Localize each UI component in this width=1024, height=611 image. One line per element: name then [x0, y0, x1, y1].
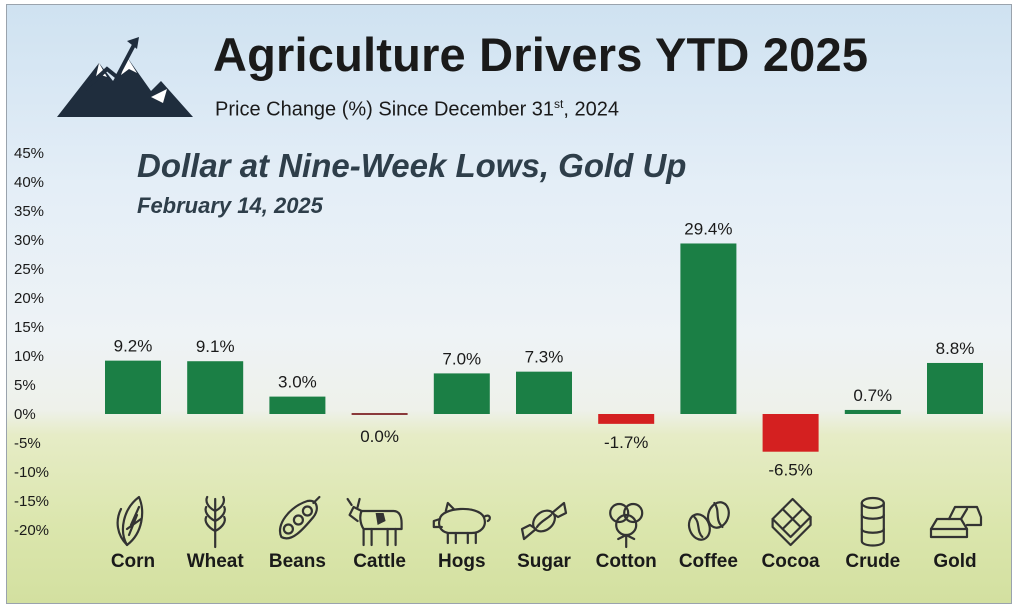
category-label-sugar: Sugar — [517, 551, 571, 572]
chart-subtitle: Price Change (%) Since December 31st, 20… — [215, 97, 619, 121]
bar-cattle — [351, 413, 408, 415]
y-tick-label: -5% — [14, 435, 41, 452]
chart-headline: Dollar at Nine-Week Lows, Gold Up — [137, 147, 687, 184]
data-label-cattle: 0.0% — [360, 427, 399, 446]
category-label-cotton: Cotton — [596, 551, 657, 572]
data-label-beans: 3.0% — [278, 373, 317, 392]
y-tick-label: 45% — [14, 145, 44, 162]
bar-crude — [844, 409, 901, 414]
gold-bars-icon — [929, 505, 983, 539]
data-label-sugar: 7.3% — [525, 348, 564, 367]
bar-wheat — [187, 361, 244, 414]
category-label-cattle: Cattle — [353, 551, 406, 572]
bar-coffee — [680, 243, 737, 414]
cocoa-icon — [771, 497, 812, 547]
y-tick-label: 40% — [14, 174, 44, 191]
y-axis: 45% 40% 35% 30% 25% 20% 15% 10% 5% 0% -5% -10% -15% -… — [14, 145, 49, 539]
cotton-icon — [609, 502, 644, 549]
data-label-corn: 9.2% — [114, 337, 153, 356]
bar-chart: 45% 40% 35% 30% 25% 20% 15% 10% 5% 0% -5% -10% -15% -… — [14, 145, 983, 572]
bar-beans — [269, 396, 326, 414]
data-labels: 9.2% 9.1% 3.0% 0.0% 7.0% 7.3% -1.7% 29.4% -6.5% 0… — [114, 219, 975, 479]
y-tick-label: -15% — [14, 493, 49, 510]
chart-frame: Agriculture Drivers YTD 2025 Price Chang… — [6, 4, 1012, 604]
mountain-logo-icon — [57, 37, 193, 117]
commodity-icons — [116, 495, 983, 549]
data-label-gold: 8.8% — [936, 339, 975, 358]
y-tick-label: 5% — [14, 377, 36, 394]
category-label-cocoa: Cocoa — [762, 551, 821, 572]
y-tick-label: -10% — [14, 464, 49, 481]
chart-date: February 14, 2025 — [137, 193, 323, 218]
data-label-cotton: -1.7% — [604, 433, 648, 452]
bar-sugar — [516, 371, 572, 414]
y-tick-label: 10% — [14, 348, 44, 365]
crude-barrel-icon — [860, 496, 885, 547]
y-tick-label: 15% — [14, 319, 44, 336]
bar-cotton — [598, 414, 655, 424]
wheat-icon — [204, 495, 226, 549]
category-label-beans: Beans — [269, 551, 326, 572]
corn-icon — [116, 495, 144, 547]
y-tick-label: 20% — [14, 290, 44, 307]
y-tick-label: 30% — [14, 232, 44, 249]
category-labels: Corn Wheat Beans Cattle Hogs Sugar Cotton Coffe… — [111, 551, 977, 572]
bar-corn — [105, 360, 161, 414]
category-label-corn: Corn — [111, 551, 155, 572]
cattle-icon — [346, 497, 403, 547]
hog-icon — [432, 501, 491, 545]
bar-gold — [927, 362, 983, 414]
sugar-icon — [520, 501, 568, 541]
y-tick-label: 35% — [14, 203, 44, 220]
category-label-coffee: Coffee — [679, 551, 738, 572]
category-label-gold: Gold — [933, 551, 976, 572]
category-label-hogs: Hogs — [438, 551, 486, 572]
y-tick-label: 25% — [14, 261, 44, 278]
data-label-cocoa: -6.5% — [768, 461, 812, 480]
beans-icon — [278, 495, 321, 540]
coffee-icon — [687, 501, 730, 541]
y-tick-label: 0% — [14, 406, 36, 423]
category-label-crude: Crude — [845, 551, 900, 572]
y-tick-label: -20% — [14, 522, 49, 539]
data-label-hogs: 7.0% — [442, 349, 481, 368]
data-label-coffee: 29.4% — [684, 219, 732, 238]
chart-title: Agriculture Drivers YTD 2025 — [213, 28, 869, 81]
bar-cocoa — [762, 414, 819, 452]
bars — [105, 243, 983, 452]
data-label-crude: 0.7% — [853, 386, 892, 405]
category-label-wheat: Wheat — [187, 551, 245, 572]
data-label-wheat: 9.1% — [196, 337, 235, 356]
bar-hogs — [433, 373, 490, 414]
